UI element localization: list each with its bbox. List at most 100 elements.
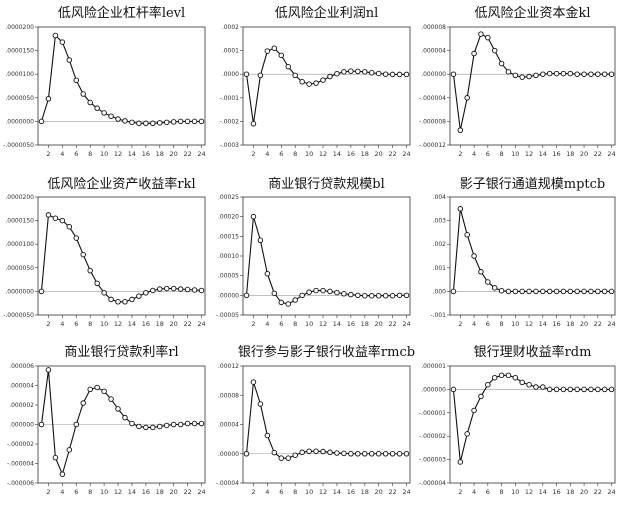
data-point: [320, 77, 326, 83]
x-tick-label: 22: [594, 150, 602, 158]
data-point: [243, 292, 250, 299]
y-tick-label: -.00004: [216, 480, 239, 487]
data-point: [94, 280, 100, 287]
x-tick-label: 12: [525, 320, 533, 328]
data-point: [122, 414, 128, 421]
data-point: [498, 60, 505, 67]
x-tick-label: 8: [499, 488, 503, 496]
data-point: [177, 421, 184, 428]
y-tick-label: .000: [433, 288, 447, 295]
series-line: [245, 381, 407, 459]
x-tick-label: 24: [197, 488, 205, 496]
data-point: [588, 386, 594, 393]
x-tick-label: 10: [305, 488, 313, 496]
data-point: [257, 401, 264, 407]
data-point: [257, 237, 264, 244]
data-point: [560, 70, 567, 77]
y-tick-label: .0000100: [5, 241, 34, 248]
y-tick-label: -.000002: [419, 433, 446, 440]
data-point: [595, 71, 601, 77]
data-point: [601, 386, 608, 393]
data-point: [498, 287, 505, 294]
data-point: [341, 450, 347, 457]
data-point: [184, 118, 191, 125]
series-line: [452, 374, 612, 463]
plot-frame: [449, 196, 616, 316]
data-point: [471, 253, 477, 259]
data-point: [271, 45, 278, 51]
data-point: [163, 119, 170, 126]
y-tick-label: -.000004: [7, 461, 34, 468]
data-point: [450, 288, 457, 295]
x-tick-label: 20: [170, 150, 178, 158]
data-point: [368, 292, 375, 299]
x-tick-label: 20: [170, 320, 178, 328]
data-point: [45, 212, 52, 218]
data-point: [292, 297, 298, 303]
data-point: [45, 95, 52, 102]
data-point: [66, 447, 73, 453]
y-tick-label: -.000008: [419, 118, 446, 125]
data-point: [505, 372, 512, 379]
data-point: [136, 423, 142, 430]
data-point: [198, 118, 205, 125]
data-point: [243, 451, 250, 457]
x-tick-label: 20: [580, 488, 588, 496]
y-tick-label: -.0001: [220, 95, 240, 102]
y-tick-label: .000004: [9, 383, 34, 390]
data-point: [327, 73, 333, 80]
data-point: [491, 47, 498, 54]
chart-panel-4: 低风险企业资产收益率rkl -.0000050 .0000000 .0000050 .0…: [3, 176, 205, 328]
data-point: [108, 396, 114, 402]
data-point: [170, 421, 177, 428]
data-point: [184, 420, 191, 427]
x-tick-label: 20: [375, 488, 383, 496]
data-point: [136, 120, 142, 127]
data-point: [457, 206, 464, 212]
data-point: [581, 386, 587, 393]
data-point: [457, 459, 464, 465]
data-point: [87, 267, 93, 274]
x-tick-label: 20: [375, 150, 383, 158]
data-point: [320, 287, 326, 294]
x-tick-label: 12: [114, 150, 122, 158]
data-point: [87, 99, 93, 106]
x-tick-label: 2: [46, 488, 50, 496]
plot-frame: [37, 196, 206, 316]
data-point: [45, 367, 52, 373]
data-point: [80, 400, 86, 406]
x-tick-label: 22: [388, 488, 396, 496]
data-point: [567, 288, 574, 295]
x-tick-label: 2: [251, 150, 255, 158]
plot-frame: [37, 26, 206, 146]
data-point: [553, 386, 560, 393]
data-point: [471, 407, 477, 414]
data-point: [382, 451, 389, 457]
x-tick-label: 14: [539, 150, 547, 158]
y-tick-label: .001: [433, 265, 447, 272]
x-tick-label: 24: [402, 320, 410, 328]
x-tick-label: 8: [293, 150, 297, 158]
y-tick-label: .000000: [421, 386, 446, 393]
data-point: [101, 388, 107, 395]
y-tick-label: .000000: [421, 71, 446, 78]
series-line: [452, 33, 612, 131]
y-tick-label: -.001: [430, 312, 446, 319]
y-tick-label: .000001: [421, 363, 446, 370]
x-tick-label: 16: [552, 488, 560, 496]
x-tick-label: 24: [197, 320, 205, 328]
data-point: [478, 269, 484, 275]
x-tick-label: 6: [486, 488, 490, 496]
y-tick-label: .00000: [218, 451, 239, 458]
data-point: [403, 292, 410, 299]
data-point: [177, 118, 184, 125]
x-tick-label: 8: [88, 150, 92, 158]
x-tick-label: 18: [361, 150, 369, 158]
x-tick-label: 24: [607, 150, 615, 158]
y-tick-label: -.000004: [419, 480, 446, 487]
data-point: [553, 70, 560, 77]
data-point: [512, 72, 519, 79]
x-tick-label: 8: [293, 320, 297, 328]
x-tick-label: 22: [388, 150, 396, 158]
x-tick-label: 8: [499, 320, 503, 328]
